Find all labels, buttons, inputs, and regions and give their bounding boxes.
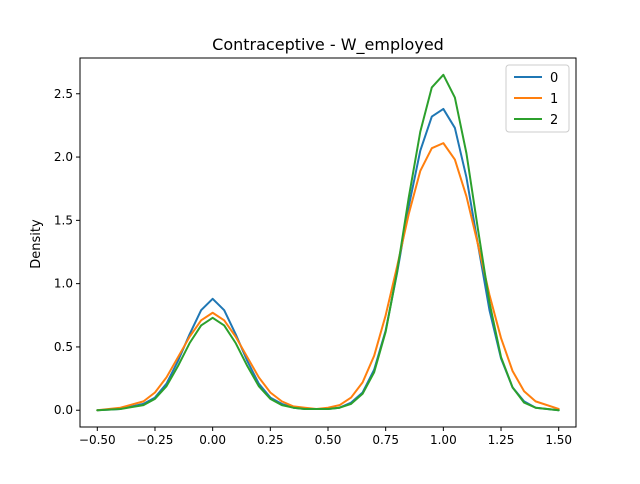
y-tick-label: 1.0 (54, 277, 73, 291)
series-line-2 (96, 73, 560, 412)
y-tick-label: 0.5 (54, 340, 73, 354)
y-tick-label: 2.0 (54, 150, 73, 164)
x-tick-label: 0.50 (315, 433, 342, 447)
x-tick-label: 1.25 (488, 433, 515, 447)
x-tick-label: −0.50 (79, 433, 116, 447)
x-tick-label: −0.25 (137, 433, 174, 447)
legend-label: 2 (550, 113, 558, 128)
x-tick-label: 0.75 (372, 433, 399, 447)
plot-area (79, 57, 577, 428)
legend-label: 1 (550, 92, 558, 107)
chart-title: Contraceptive - W_employed (212, 35, 444, 55)
x-tick-label: 1.50 (545, 433, 572, 447)
legend: 0 1 2 (505, 64, 570, 133)
series-line-1 (96, 142, 560, 412)
x-tick-label: 0.00 (199, 433, 226, 447)
x-tick-label: 0.25 (257, 433, 284, 447)
x-axis-ticks: −0.50 −0.25 0.00 0.25 0.50 0.75 1.00 1.25 1.50 (79, 427, 572, 447)
y-tick-label: 0.0 (54, 403, 73, 417)
y-tick-label: 2.5 (54, 87, 73, 101)
y-tick-label: 1.5 (54, 213, 73, 227)
y-axis-ticks: 0.0 0.5 1.0 1.5 2.0 2.5 (54, 87, 80, 417)
y-axis-label: Density (29, 219, 44, 269)
x-tick-label: 1.00 (430, 433, 457, 447)
legend-label: 0 (550, 71, 558, 86)
